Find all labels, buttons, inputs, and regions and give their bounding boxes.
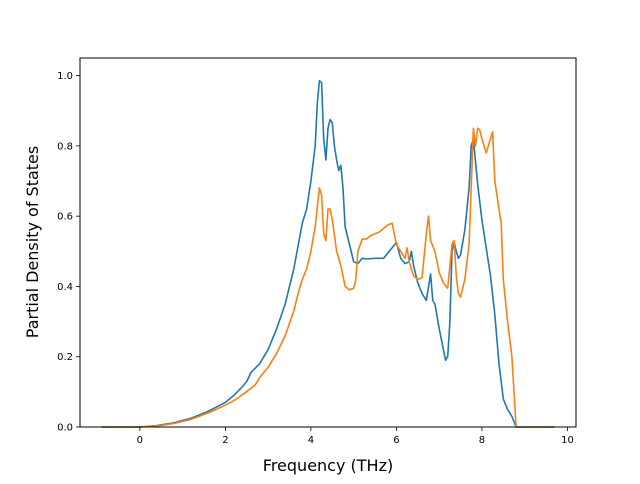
x-tick-label: 6: [393, 435, 399, 446]
y-tick-label: 0.4: [57, 282, 73, 293]
y-tick-label: 0.0: [57, 423, 73, 434]
x-axis-label: Frequency (THz): [263, 456, 393, 475]
x-tick-label: 2: [222, 435, 228, 446]
y-tick-label: 0.2: [57, 352, 73, 363]
series-line-1: [101, 80, 555, 428]
y-tick-label: 0.8: [57, 141, 73, 152]
y-tick-label: 1.0: [57, 71, 73, 82]
series-line-2: [101, 127, 555, 428]
plot-frame: [79, 57, 577, 428]
y-tick-label: 0.6: [57, 212, 73, 223]
ticks-layer: 0 2 4 6 8 10 0.0 0.2 0.4 0.6 0.8 1.0: [57, 71, 574, 446]
lines-layer: [101, 80, 555, 428]
y-axis-label: Partial Density of States: [23, 146, 42, 338]
x-tick-label: 10: [561, 435, 574, 446]
x-tick-label: 8: [479, 435, 485, 446]
x-tick-label: 4: [308, 435, 314, 446]
x-tick-label: 0: [137, 435, 143, 446]
